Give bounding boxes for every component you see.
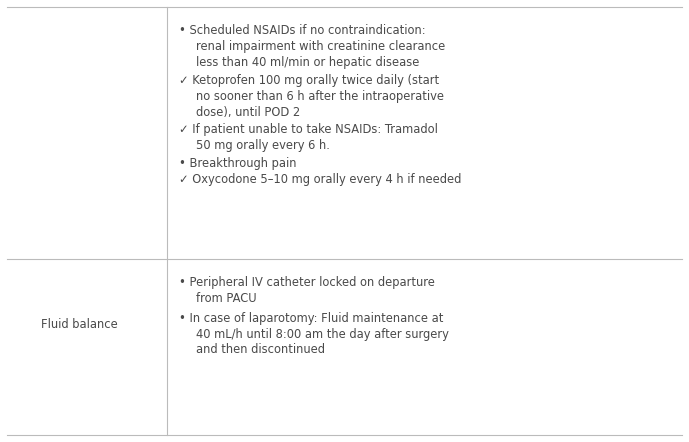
- Text: 50 mg orally every 6 h.: 50 mg orally every 6 h.: [196, 139, 330, 152]
- Text: ✓ If patient unable to take NSAIDs: Tramadol: ✓ If patient unable to take NSAIDs: Tram…: [179, 123, 438, 136]
- Text: • In case of laparotomy: Fluid maintenance at: • In case of laparotomy: Fluid maintenan…: [179, 312, 444, 324]
- Text: and then discontinued: and then discontinued: [196, 343, 325, 356]
- Text: • Peripheral IV catheter locked on departure: • Peripheral IV catheter locked on depar…: [179, 276, 435, 289]
- Text: • Breakthrough pain: • Breakthrough pain: [179, 157, 297, 170]
- Text: no sooner than 6 h after the intraoperative: no sooner than 6 h after the intraoperat…: [196, 90, 444, 103]
- Text: ✓ Oxycodone 5–10 mg orally every 4 h if needed: ✓ Oxycodone 5–10 mg orally every 4 h if …: [179, 173, 462, 186]
- Text: from PACU: from PACU: [196, 292, 257, 305]
- Text: dose), until POD 2: dose), until POD 2: [196, 106, 300, 118]
- Text: renal impairment with creatinine clearance: renal impairment with creatinine clearan…: [196, 40, 446, 53]
- Text: • Scheduled NSAIDs if no contraindication:: • Scheduled NSAIDs if no contraindicatio…: [179, 24, 426, 37]
- Text: less than 40 ml/min or hepatic disease: less than 40 ml/min or hepatic disease: [196, 56, 420, 69]
- Text: 40 mL/h until 8:00 am the day after surgery: 40 mL/h until 8:00 am the day after surg…: [196, 328, 449, 340]
- Text: ✓ Ketoprofen 100 mg orally twice daily (start: ✓ Ketoprofen 100 mg orally twice daily (…: [179, 74, 440, 87]
- Text: Fluid balance: Fluid balance: [41, 318, 118, 332]
